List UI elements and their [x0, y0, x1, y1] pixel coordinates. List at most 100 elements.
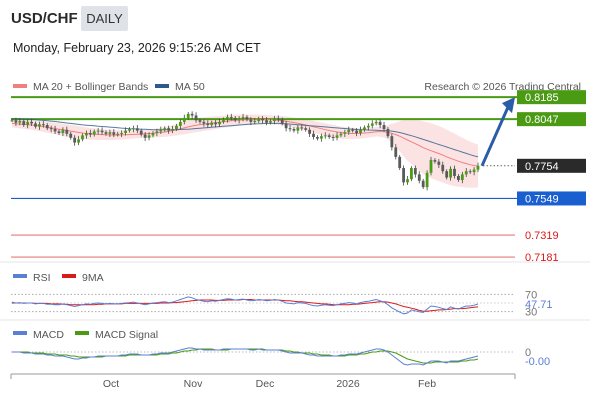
macd-zero-label: 0: [525, 347, 531, 359]
current-price-value: 0.7754: [525, 161, 559, 173]
bollinger-band: [12, 114, 478, 188]
candle-body: [171, 129, 174, 131]
candle-body: [366, 125, 370, 128]
candle-body: [261, 118, 265, 121]
candle-body: [77, 139, 80, 143]
candle-body: [194, 115, 198, 121]
candle-body: [413, 168, 417, 175]
candle-body: [300, 127, 304, 129]
candle-body: [124, 130, 127, 133]
candle-body: [233, 117, 237, 121]
candle-body: [425, 172, 429, 188]
candle-body: [45, 125, 49, 129]
candle-body: [241, 117, 245, 119]
candle-body: [331, 136, 335, 138]
candle-body: [135, 128, 139, 131]
candle-body: [437, 161, 441, 165]
candle-body: [468, 171, 472, 173]
support-level-value: 0.7319: [525, 230, 559, 242]
rsi-level-label: 70: [525, 289, 537, 301]
ma50-legend-label: MA 50: [175, 81, 205, 93]
candle-body: [245, 117, 249, 120]
candle-body: [206, 123, 210, 126]
candle-body: [73, 137, 77, 143]
candle-body: [445, 171, 449, 178]
candle-body: [429, 160, 433, 173]
time-axis-tick-label: 2026: [336, 378, 360, 390]
candle-body: [128, 129, 131, 131]
time-axis-tick-label: Feb: [418, 378, 436, 390]
candle-body: [406, 179, 409, 183]
candle-body: [394, 147, 398, 157]
candle-body: [308, 129, 312, 134]
candle-body: [296, 127, 300, 131]
candle-body: [69, 133, 73, 138]
resistance-level-tag: [517, 112, 586, 127]
rsi-level-label: 30: [525, 307, 537, 319]
time-axis-tick-label: Dec: [256, 378, 275, 390]
report-datetime: Monday, February 23, 2026 9:15:26 AM CET: [13, 41, 261, 55]
candle-body: [155, 131, 159, 133]
candle-body: [457, 176, 460, 180]
candle-body: [96, 130, 100, 132]
timeframe-badge[interactable]: DAILY: [81, 6, 128, 31]
candle-body: [257, 118, 261, 122]
candle-body: [335, 135, 339, 138]
chart-header: USD/CHF DAILY: [0, 0, 590, 36]
candle-body: [370, 123, 374, 126]
candle-body: [65, 129, 69, 134]
candle-body: [139, 130, 143, 135]
candle-body: [229, 117, 233, 119]
candle-body: [190, 113, 194, 116]
candle-body: [108, 132, 112, 134]
candle-body: [284, 123, 288, 129]
macd-line: [12, 347, 479, 366]
ma20-legend-swatch: [13, 84, 27, 88]
candle-body: [441, 164, 445, 172]
candle-body: [22, 121, 26, 126]
candle-body: [312, 133, 315, 137]
ma50-line: [11, 118, 479, 158]
time-axis-tick-label: Nov: [184, 378, 203, 390]
candle-body: [390, 136, 394, 148]
forecast-arrow-head: [502, 97, 515, 114]
candle-body: [30, 121, 33, 124]
candle-body: [214, 122, 218, 125]
forecast-arrow-shaft: [480, 106, 510, 167]
candle-body: [374, 121, 378, 124]
candle-body: [85, 133, 88, 136]
candle-body: [378, 121, 382, 126]
candle-body: [382, 125, 386, 130]
candle-body: [398, 156, 402, 169]
candle-body: [116, 133, 120, 135]
macd-signal-legend-swatch: [75, 331, 89, 335]
rsi-legend-swatch: [13, 274, 27, 278]
resistance-level-tag: [517, 90, 586, 105]
candle-body: [104, 132, 108, 134]
candle-body: [41, 124, 45, 126]
candle-body: [237, 118, 241, 121]
candle-body: [151, 133, 155, 136]
candle-body: [92, 131, 96, 135]
candle-body: [167, 128, 171, 131]
candle-body: [355, 130, 359, 133]
macd-signal-legend-label: MACD Signal: [95, 329, 158, 341]
resistance-level-value: 0.8185: [525, 92, 559, 104]
candle-body: [38, 124, 41, 127]
candle-body: [343, 132, 347, 134]
candle-body: [265, 120, 268, 123]
macd-legend-label: MACD: [33, 329, 64, 341]
candle-body: [88, 133, 92, 135]
rsi-ma-legend-label: 9MA: [82, 272, 104, 284]
candle-body: [417, 174, 421, 181]
candle-body: [410, 168, 413, 180]
candle-body: [476, 165, 480, 170]
candle-body: [147, 135, 151, 138]
candle-body: [34, 123, 37, 127]
candle-body: [472, 169, 476, 173]
macd-signal-line: [12, 348, 479, 364]
candle-body: [159, 129, 163, 132]
ma50-legend-swatch: [155, 84, 169, 88]
candle-body: [198, 120, 202, 122]
